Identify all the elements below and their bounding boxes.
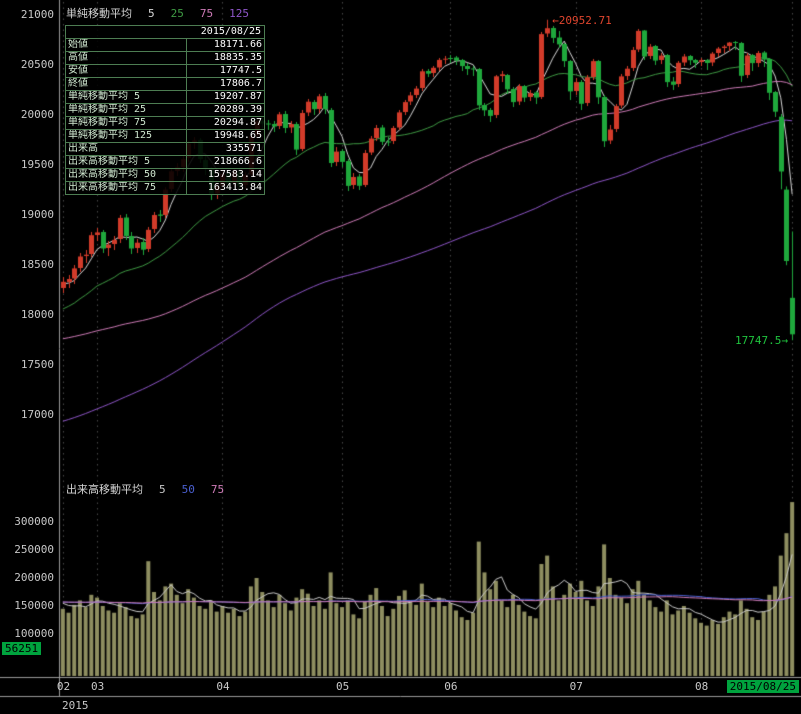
info-row-label: 始値	[66, 39, 187, 51]
ma-period-75: 75	[199, 7, 214, 20]
info-row-label: 終値	[66, 78, 187, 90]
info-row-value: 18835.35	[213, 52, 262, 63]
volume-axis-tick: 300000	[14, 514, 54, 528]
high-annotation: ←20952.71	[552, 13, 612, 27]
info-row-value: 17747.5	[219, 65, 262, 76]
price-axis-tick: 18500	[20, 258, 54, 271]
info-row-label: 出来高移動平均 75	[66, 182, 187, 194]
price-axis-tick: 18000	[20, 308, 54, 321]
volume-ma-legend: 出来高移動平均 5 50 75	[66, 481, 224, 497]
info-row: 単純移動平均 125 19948.65	[66, 130, 264, 143]
info-row-label: 単純移動平均 25	[66, 104, 187, 116]
info-row: 単純移動平均 25 20289.39	[66, 104, 264, 117]
info-row: 単純移動平均 75 20294.87	[66, 117, 264, 130]
info-row-value: 18171.66	[213, 39, 262, 50]
ma-period-5: 5	[159, 483, 166, 496]
volume-cursor-badge: 56251	[2, 642, 42, 655]
price-axis-tick: 17000	[20, 408, 54, 421]
price-axis-tick: 17500	[20, 358, 54, 371]
info-row-value: 218666.6	[213, 156, 262, 167]
info-row-value: 163413.84	[207, 182, 262, 193]
volume-ma-legend-label: 出来高移動平均	[66, 483, 143, 496]
ma-period-5: 5	[148, 7, 155, 20]
price-axis-tick: 19000	[20, 208, 54, 221]
info-row-label: 安値	[66, 65, 187, 77]
x-axis-month-label: 03	[91, 680, 105, 693]
info-row: 出来高移動平均 5 218666.6	[66, 156, 264, 169]
info-row-value: 20294.87	[213, 117, 262, 128]
date-cursor-badge: 2015/08/25	[726, 680, 799, 693]
volume-axis-tick: 100000	[14, 626, 54, 640]
info-row: 終値 17806.7	[66, 78, 264, 91]
info-row: 出来高移動平均 75 163413.84	[66, 182, 264, 194]
info-row-value: 20289.39	[213, 104, 262, 115]
info-row-value: 19207.87	[213, 91, 262, 102]
x-axis-month-label: 08	[694, 680, 709, 693]
info-row-value: 157583.14	[207, 169, 262, 180]
x-axis-year-label: 2015	[62, 699, 89, 712]
price-axis-tick: 19500	[20, 158, 54, 171]
volume-axis-tick: 200000	[14, 570, 54, 584]
x-axis-month-label: 02	[56, 680, 71, 693]
price-axis-tick: 20500	[20, 58, 54, 71]
info-row: 単純移動平均 5 19207.87	[66, 91, 264, 104]
ma-period-125: 125	[229, 7, 249, 20]
info-row: 出来高 335571	[66, 143, 264, 156]
info-row: 安値 17747.5	[66, 65, 264, 78]
x-axis-month-label: 05	[336, 680, 350, 693]
info-box: 2015/08/25 始値 18171.66 高値 18835.35 安値 17747.5…	[65, 25, 265, 195]
info-row-label: 出来高	[66, 143, 187, 155]
low-annotation: 17747.5→	[735, 334, 788, 348]
price-ma-legend: 単純移動平均 5 25 75 125	[66, 5, 249, 21]
info-row-label: 出来高移動平均 5	[66, 156, 187, 168]
ma-period-75: 75	[210, 483, 225, 496]
volume-axis-tick: 250000	[14, 542, 54, 556]
info-row: 出来高移動平均 50 157583.14	[66, 169, 264, 182]
price-ma-legend-label: 単純移動平均	[66, 7, 132, 20]
info-date: 2015/08/25	[200, 26, 261, 37]
info-row: 始値 18171.66	[66, 39, 264, 52]
price-axis-tick: 21000	[20, 8, 54, 21]
info-row-label: 高値	[66, 52, 187, 64]
info-row-label: 単純移動平均 75	[66, 117, 187, 129]
ma-period-50: 50	[181, 483, 195, 496]
info-row-label: 単純移動平均 5	[66, 91, 187, 103]
ma-period-25: 25	[170, 7, 184, 20]
x-axis-month-label: 07	[569, 680, 583, 693]
info-row-label: 出来高移動平均 50	[66, 169, 187, 181]
volume-axis-tick: 150000	[14, 598, 54, 612]
info-row-value: 335571	[225, 143, 262, 154]
info-date-row: 2015/08/25	[66, 26, 264, 39]
info-row-value: 17806.7	[219, 78, 262, 89]
x-axis-month-label: 06	[444, 680, 458, 693]
x-axis-month-label: 04	[216, 680, 230, 693]
price-axis-tick: 20000	[20, 108, 54, 121]
info-row-value: 19948.65	[213, 130, 262, 141]
info-row: 高値 18835.35	[66, 52, 264, 65]
info-row-label: 単純移動平均 125	[66, 130, 187, 142]
